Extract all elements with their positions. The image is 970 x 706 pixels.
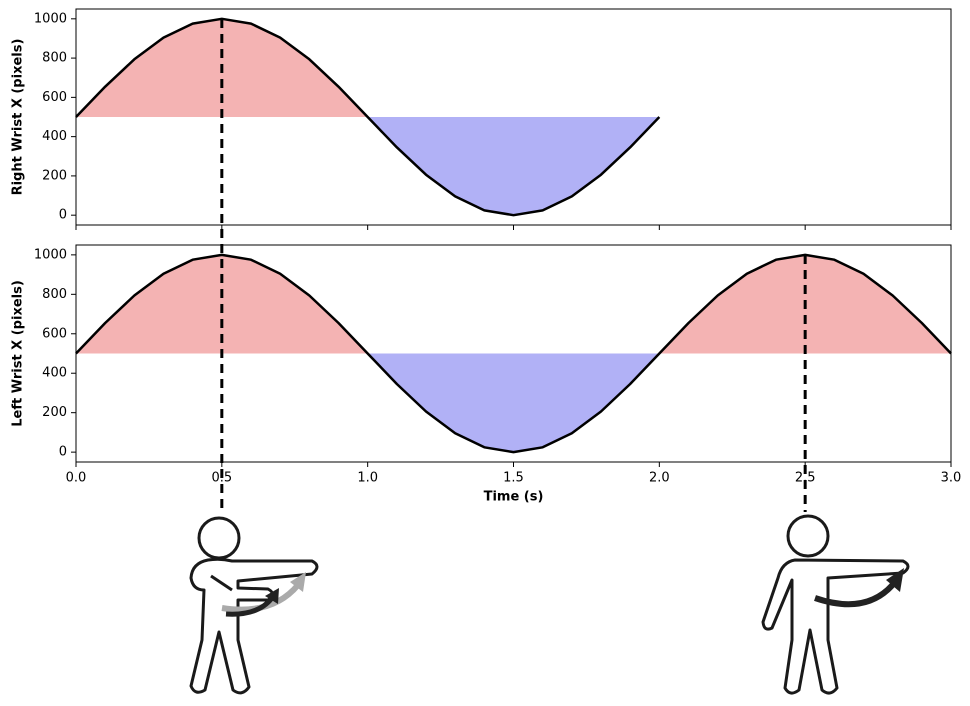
y-tick-label: 600 [42,326,67,341]
line [75,253,952,454]
figure-detail [210,574,233,592]
y-axis-label: Right Wrist X (pixels) [11,39,26,196]
illustrations [189,514,910,695]
y-tick-label: 400 [42,129,67,144]
y-axis-label: Left Wrist X (pixels) [11,280,26,427]
figure-head [197,516,241,560]
y-tick-label: 0 [59,445,67,460]
area-fill [367,117,660,216]
x-axis-label: Time (s) [484,490,544,505]
x-tick-label: 1.0 [357,471,378,486]
x-tick-label: 2.5 [795,471,816,486]
area-fill [367,353,660,453]
y-tick-label: 1000 [34,11,67,26]
y-tick-label: 800 [42,51,67,66]
y-tick-label: 200 [42,405,67,420]
figure-body [189,557,319,695]
y-tick-label: 800 [42,287,67,302]
line [75,17,661,217]
x-tick-label: 2.0 [649,471,670,486]
x-tick-label: 0.0 [66,471,87,486]
x-tick-label: 1.5 [503,471,524,486]
arrow [225,596,274,617]
y-tick-label: 600 [42,90,67,105]
y-tick-label: 0 [59,208,67,223]
arrow-head [290,572,306,592]
y-tick-label: 200 [42,168,67,183]
x-tick-label: 3.0 [941,471,962,486]
arrow [814,580,898,608]
y-tick-label: 400 [42,366,67,381]
arrow-head [265,588,279,604]
arrow-head [886,568,904,592]
y-tick-label: 1000 [34,247,67,262]
figure-head [786,514,830,558]
